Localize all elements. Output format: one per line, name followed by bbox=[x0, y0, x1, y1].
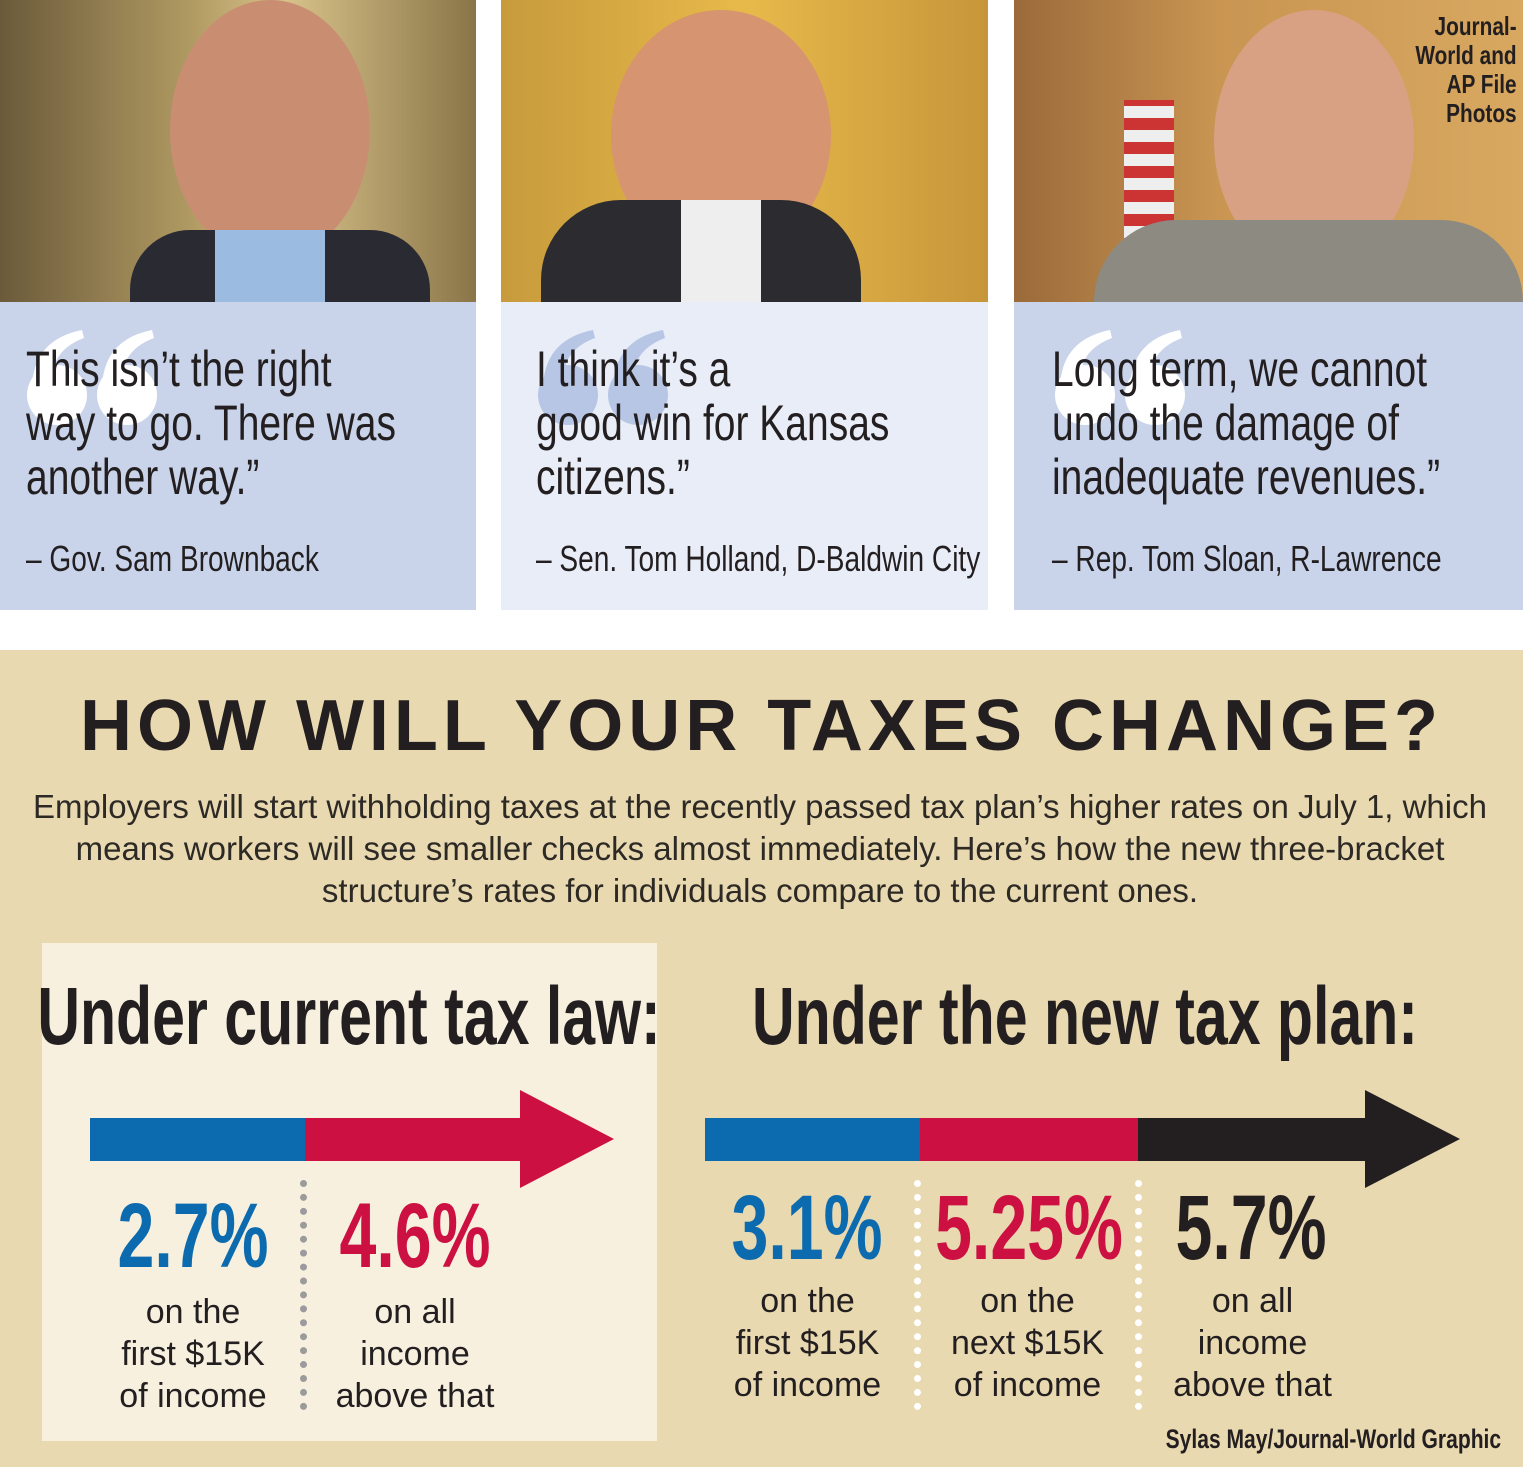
current-rate-2-desc: on all income above that bbox=[335, 1293, 495, 1415]
new-rate-1: 3.1% bbox=[731, 1177, 883, 1279]
shirt-shape bbox=[215, 230, 325, 302]
new-rate-1-desc: on the first $15K of income bbox=[733, 1282, 882, 1404]
graphic-byline: Sylas May/Journal-World Graphic bbox=[1165, 1424, 1501, 1454]
current-law-heading: Under current tax law: bbox=[37, 971, 661, 1062]
photo-holland bbox=[501, 0, 988, 302]
new-bracket-2-bar bbox=[920, 1118, 1138, 1161]
new-rate-3-desc: on all income above that bbox=[1173, 1282, 1332, 1404]
divider-dots bbox=[914, 1180, 921, 1410]
rate-arrows bbox=[90, 1090, 1460, 1188]
photo-sloan: Journal- World and AP File Photos bbox=[1014, 0, 1523, 302]
photo-credit: Journal- World and AP File Photos bbox=[1415, 11, 1517, 128]
new-bracket-1-bar bbox=[705, 1118, 920, 1161]
current-rate-1: 2.7% bbox=[117, 1185, 269, 1287]
quote-text: I think it’s a good win for Kansas citiz… bbox=[536, 341, 890, 505]
quote-mark-icon bbox=[538, 330, 668, 425]
new-rate-2: 5.25% bbox=[935, 1177, 1123, 1279]
current-bracket-1-bar bbox=[90, 1118, 305, 1161]
divider-dots bbox=[300, 1180, 307, 1410]
quote-attribution: – Gov. Sam Brownback bbox=[26, 538, 319, 579]
new-plan-heading: Under the new tax plan: bbox=[752, 971, 1418, 1062]
new-arrowhead bbox=[1365, 1090, 1460, 1188]
quote-attribution: – Rep. Tom Sloan, R-Lawrence bbox=[1052, 538, 1442, 579]
quote-text: Long term, we cannot undo the damage of … bbox=[1052, 341, 1441, 505]
current-rate-2: 4.6% bbox=[339, 1185, 491, 1287]
new-rate-3: 5.7% bbox=[1175, 1177, 1327, 1279]
quote-mark-icon bbox=[1055, 330, 1185, 425]
new-bracket-3-bar bbox=[1138, 1118, 1366, 1161]
tax-section: HOW WILL YOUR TAXES CHANGE? Employers wi… bbox=[0, 650, 1523, 1467]
quote-card-sloan: Long term, we cannot undo the damage of … bbox=[1014, 302, 1523, 610]
current-law-panel bbox=[42, 943, 657, 1441]
current-arrowhead bbox=[520, 1090, 614, 1188]
new-rate-2-desc: on the next $15K of income bbox=[950, 1282, 1105, 1404]
quote-card-brownback: This isn’t the right way to go. There wa… bbox=[0, 302, 476, 610]
quote-text: This isn’t the right way to go. There wa… bbox=[26, 341, 396, 505]
shirt-shape bbox=[681, 200, 761, 302]
quote-attribution: – Sen. Tom Holland, D-Baldwin City bbox=[536, 538, 981, 579]
current-bracket-2-bar bbox=[305, 1118, 521, 1161]
intro-text: Employers will start withholding taxes a… bbox=[33, 788, 1487, 909]
suit-shape bbox=[1094, 220, 1523, 302]
quote-card-holland: I think it’s a good win for Kansas citiz… bbox=[501, 302, 988, 610]
face-shape bbox=[170, 0, 370, 260]
current-rate-1-desc: on the first $15K of income bbox=[119, 1293, 267, 1415]
quote-mark-icon bbox=[27, 330, 157, 425]
divider-dots bbox=[1135, 1180, 1142, 1410]
photo-brownback bbox=[0, 0, 476, 302]
section-title: HOW WILL YOUR TAXES CHANGE? bbox=[79, 686, 1443, 766]
